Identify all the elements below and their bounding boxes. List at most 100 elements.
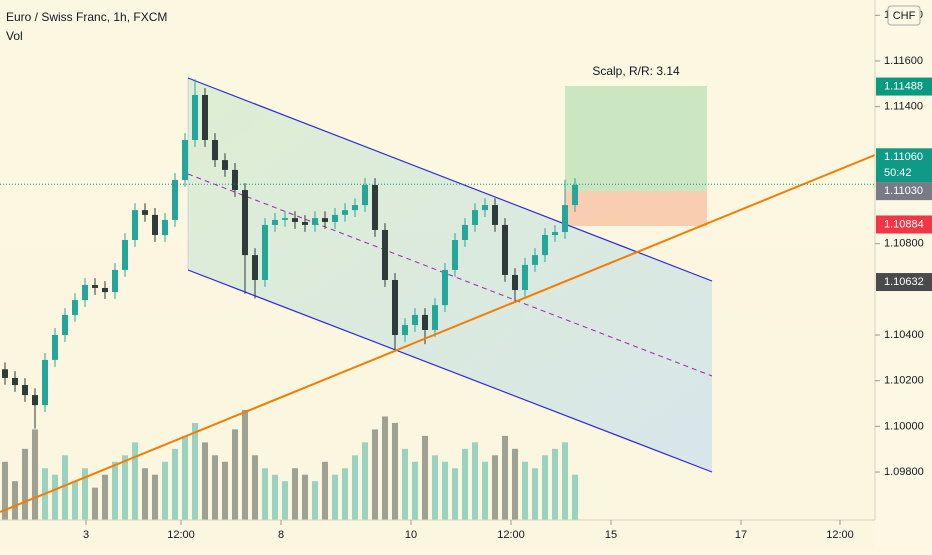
stop-zone	[565, 191, 707, 226]
volume-bar	[72, 481, 78, 520]
volume-bar	[242, 410, 248, 520]
price-countdown: 50:42	[884, 167, 912, 179]
y-tick-label: 1.11400	[884, 101, 923, 113]
indicator-label: Vol	[6, 29, 23, 43]
volume-bar	[532, 468, 538, 520]
annotation: Scalp, R/R: 3.14	[592, 64, 680, 78]
candle-body	[412, 314, 418, 325]
volume-bar	[32, 429, 38, 520]
volume-bar	[232, 429, 238, 520]
x-tick-label: 12:00	[497, 529, 525, 541]
volume-bar	[462, 448, 468, 520]
channel-lower	[187, 269, 713, 473]
candle-body	[562, 205, 568, 233]
y-tick-label: 1.10200	[884, 375, 924, 387]
y-tick-label: 1.10800	[884, 238, 924, 250]
candle-body	[202, 95, 208, 140]
price-label: 1.10884	[884, 218, 924, 230]
volume-bar	[392, 422, 398, 520]
volume-bar	[492, 455, 498, 520]
candle-body	[482, 205, 488, 211]
candle-body	[302, 221, 308, 225]
volume-bar	[202, 442, 208, 520]
candle-body	[292, 218, 298, 222]
volume-bar	[22, 448, 28, 520]
currency-box[interactable]	[887, 5, 921, 26]
volume-bar	[252, 455, 258, 520]
volume-bar	[522, 461, 528, 520]
price-label-box	[876, 182, 932, 201]
volume-bar	[62, 455, 68, 520]
volume-bar	[512, 448, 518, 520]
volume-bar	[102, 474, 108, 520]
candle-body	[82, 285, 88, 301]
volume-bar	[412, 461, 418, 520]
candle-body	[372, 184, 378, 230]
candle-body	[162, 219, 168, 235]
x-tick-label: 8	[278, 529, 284, 541]
currency[interactable]: CHF	[893, 10, 916, 22]
volume-bar	[142, 468, 148, 520]
channel-upper	[187, 77, 713, 282]
volume-bar	[162, 461, 168, 520]
candle-body	[62, 314, 68, 336]
candle-body	[392, 279, 398, 336]
price-label: 1.11060	[884, 151, 923, 163]
chart-title: Euro / Swiss Franc, 1h, FXCM	[6, 10, 167, 24]
candle-body	[312, 218, 318, 225]
axis-layer: 1.09800 1.10000 1.10200 1.10400 1.10800 1.114…	[0, 9, 932, 541]
y-tick-label: 1.10400	[884, 329, 924, 341]
candle-body	[212, 139, 218, 161]
x-tick-label: 17	[735, 529, 747, 541]
candle-body	[232, 169, 238, 191]
volume-bar	[312, 481, 318, 520]
channel-mid	[187, 173, 713, 377]
volume-bar	[502, 435, 508, 520]
candle-body	[462, 224, 468, 241]
x-tick-label: 10	[405, 529, 417, 541]
candle-body	[182, 139, 188, 180]
volume-bar	[352, 455, 358, 520]
candle-body	[572, 184, 578, 206]
x-tick-label: 12:00	[167, 529, 195, 541]
volume-bar	[132, 442, 138, 520]
volume-bar	[382, 416, 388, 520]
volume-bar	[322, 461, 328, 520]
y-tick-label: 1.09800	[884, 466, 924, 478]
price-label: 1.10632	[884, 276, 924, 288]
volume-bar	[442, 461, 448, 520]
volume-bar	[52, 474, 58, 520]
volume-bar	[152, 474, 158, 520]
candle-body	[332, 214, 338, 222]
volume-bar	[262, 468, 268, 520]
candle-body	[352, 205, 358, 211]
volume-bar	[372, 429, 378, 520]
candle-body	[122, 240, 128, 270]
volume-bar	[402, 448, 408, 520]
volume-bar	[552, 448, 558, 520]
x-tick-label: 15	[605, 529, 617, 541]
volume-bar	[422, 435, 428, 520]
volume-bar	[302, 474, 308, 520]
trend-line	[0, 154, 876, 513]
candle-body	[42, 359, 48, 406]
target-zone	[565, 86, 707, 191]
candle-body	[252, 255, 258, 280]
volume-bar	[222, 461, 228, 520]
price-label-box	[876, 77, 932, 96]
candle-body	[152, 214, 158, 235]
price-label-box	[876, 215, 932, 234]
candle-layer	[2, 79, 578, 429]
candle-body	[552, 232, 558, 235]
candle-body	[72, 300, 78, 315]
x-tick-label: 3	[83, 529, 89, 541]
volume-bar	[122, 455, 128, 520]
candle-body	[12, 377, 18, 386]
candle-body	[512, 274, 518, 291]
candle-body	[322, 218, 328, 222]
price-label: 1.11030	[884, 185, 923, 197]
volume-bar	[432, 455, 438, 520]
volume-bar	[482, 461, 488, 520]
candle-body	[442, 269, 448, 306]
candle-body	[22, 385, 28, 396]
